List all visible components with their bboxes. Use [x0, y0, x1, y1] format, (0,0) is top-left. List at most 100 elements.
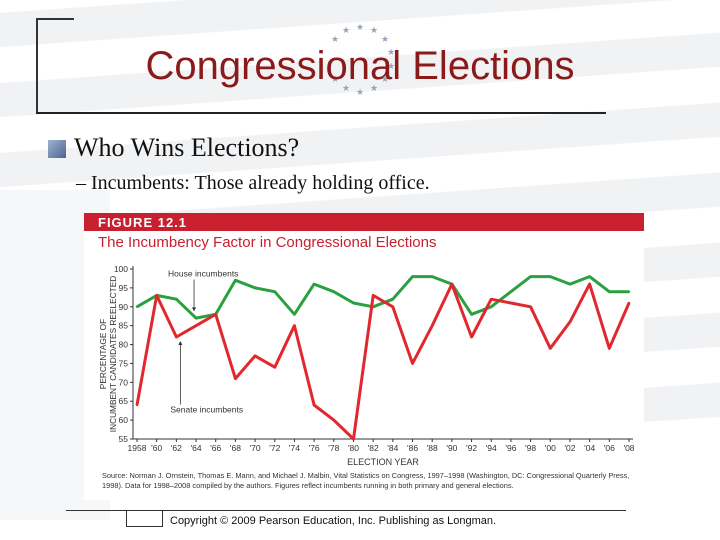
y-tick-label: 55: [119, 434, 129, 444]
x-tick-label: '06: [604, 443, 615, 453]
senate-data-point: [391, 305, 395, 308]
figure-header-band: FIGURE 12.1: [84, 213, 644, 231]
house-data-point: [549, 275, 552, 278]
x-tick-label: '96: [505, 443, 516, 453]
x-tick-label: '88: [427, 443, 438, 453]
svg-text:★: ★: [342, 26, 350, 36]
senate-data-point: [253, 354, 257, 358]
senate-data-point: [135, 403, 139, 407]
house-data-point: [135, 305, 139, 308]
house-data-point: [312, 282, 316, 286]
house-data-point: [568, 282, 572, 286]
house-data-point: [194, 316, 198, 320]
house-data-point: [470, 313, 473, 316]
svg-text:★: ★: [381, 75, 389, 85]
senate-data-point: [273, 366, 276, 369]
senate-data-point: [431, 324, 434, 327]
chart-title: The Incumbency Factor in Congressional E…: [98, 234, 437, 251]
y-axis-label-line-2: INCUMBENT CANDIDATES REELECTED: [108, 276, 118, 432]
y-tick-label: 80: [119, 340, 129, 350]
x-tick-label: '98: [525, 443, 536, 453]
x-tick-label: '62: [171, 443, 182, 453]
house-data-point: [588, 275, 591, 278]
svg-text:★: ★: [387, 48, 395, 58]
senate-data-point: [509, 301, 513, 305]
x-tick-label: '94: [486, 443, 497, 453]
svg-text:★: ★: [331, 75, 339, 85]
svg-text:★: ★: [381, 35, 389, 45]
y-tick-label: 75: [119, 358, 129, 368]
house-data-point: [234, 279, 237, 282]
figure-label: FIGURE 12.1: [98, 215, 188, 230]
x-tick-label: '74: [289, 443, 300, 453]
page-title: Congressional Elections: [145, 44, 575, 88]
x-axis-label: ELECTION YEAR: [347, 457, 419, 467]
senate-data-point: [293, 324, 296, 327]
x-tick-label: '70: [250, 443, 261, 453]
house-annotation-arrowhead: [192, 307, 197, 312]
y-tick-label: 65: [119, 396, 129, 406]
x-tick-label: '04: [584, 443, 595, 453]
senate-data-point: [490, 298, 493, 301]
svg-text:★: ★: [370, 26, 378, 36]
y-tick-label: 85: [119, 321, 129, 331]
x-tick-label: '90: [446, 443, 457, 453]
y-tick-label: 95: [119, 283, 129, 293]
y-axis-label-line-1: PERCENTAGE OF: [98, 319, 108, 389]
senate-data-point: [529, 305, 532, 308]
x-tick-label: '84: [387, 443, 398, 453]
senate-incumbents-annotation: Senate incumbents: [170, 405, 243, 415]
senate-data-point: [568, 320, 572, 324]
x-tick-label: '78: [328, 443, 339, 453]
x-tick-label: '66: [210, 443, 221, 453]
title-frame-vertical: [36, 18, 38, 113]
x-tick-label: '60: [151, 443, 162, 453]
house-incumbents-line: [136, 275, 629, 320]
senate-data-point: [234, 377, 237, 380]
house-data-point: [431, 275, 434, 278]
senate-data-point: [155, 294, 158, 297]
senate-annotation-arrowhead: [178, 341, 183, 345]
bullet-who-wins: Who Wins Elections?: [74, 133, 300, 162]
chart-plot: 55 60 65 70 75 80 85 90 95 100 1958 '60 '62 '64 '66 '68…: [98, 264, 635, 467]
house-incumbents-annotation: House incumbents: [168, 269, 238, 279]
svg-text:★: ★: [356, 88, 364, 98]
svg-text:★: ★: [342, 84, 350, 94]
senate-data-point: [608, 347, 611, 350]
x-tick-label: '08: [623, 443, 634, 453]
x-tick-label: '80: [348, 443, 359, 453]
bullet-square-icon: [48, 140, 66, 158]
copyright-text: Copyright © 2009 Pearson Education, Inc.…: [170, 515, 497, 527]
y-tick-label: 90: [119, 302, 129, 312]
senate-data-point: [588, 282, 591, 286]
house-data-point: [273, 290, 276, 293]
house-data-point: [509, 290, 513, 293]
svg-text:★: ★: [387, 62, 395, 72]
house-data-point: [490, 305, 493, 308]
house-data-point: [627, 290, 631, 293]
y-tick-label: 100: [114, 264, 128, 274]
house-data-point: [391, 298, 395, 301]
y-tick-label: 60: [119, 415, 129, 425]
y-tick-label: 70: [119, 377, 129, 387]
x-tick-label: '64: [191, 443, 202, 453]
house-data-point: [175, 298, 178, 301]
x-tick-label: '02: [564, 443, 575, 453]
house-data-point: [253, 286, 257, 290]
stars-circle-icon: ★ ★★ ★★★ ★★★ ★★★: [331, 23, 395, 98]
x-tick-label: 1958: [128, 443, 147, 453]
house-data-point: [332, 290, 335, 293]
senate-data-point: [371, 294, 375, 297]
house-data-point: [608, 290, 611, 293]
house-data-point: [293, 313, 296, 316]
x-tick-label: '82: [368, 443, 379, 453]
x-tick-label: '86: [407, 443, 418, 453]
x-tick-label: '92: [466, 443, 477, 453]
senate-data-point: [352, 437, 355, 441]
senate-data-point: [194, 324, 198, 327]
footer-box: [126, 511, 163, 527]
senate-incumbents-line: [135, 282, 631, 441]
footer-rule: [66, 510, 626, 511]
house-data-point: [529, 275, 532, 278]
senate-data-point: [214, 313, 217, 316]
